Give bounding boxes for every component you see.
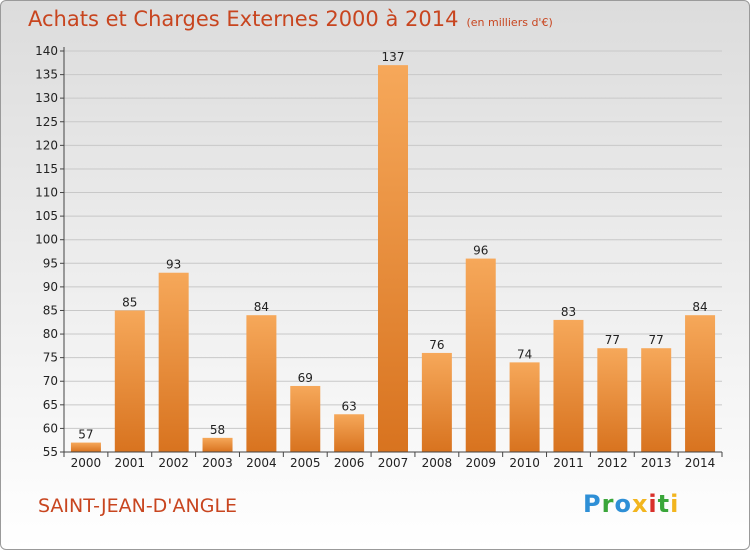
logo-letter: i (670, 490, 680, 518)
bar (641, 348, 672, 452)
y-tick-label: 100 (35, 233, 58, 247)
bar (685, 315, 716, 452)
y-tick-label: 70 (43, 374, 58, 388)
data-label: 77 (649, 333, 664, 347)
bar (202, 437, 233, 452)
data-label: 96 (473, 244, 488, 258)
x-tick-label: 2005 (290, 456, 321, 470)
data-label: 84 (254, 300, 269, 314)
logo-letter: r (601, 490, 615, 518)
logo-letter: x (631, 490, 649, 518)
x-tick-label: 2001 (115, 456, 146, 470)
data-label: 58 (210, 423, 225, 437)
data-label: 76 (429, 338, 444, 352)
x-tick-label: 2009 (465, 456, 496, 470)
chart-title: Achats et Charges Externes 2000 à 2014 (e… (28, 7, 553, 31)
x-tick-label: 2002 (158, 456, 189, 470)
chart-subtitle: (en milliers d'€) (466, 16, 553, 29)
y-tick-label: 125 (35, 115, 58, 129)
x-tick-label: 2003 (202, 456, 233, 470)
logo-letter: t (657, 490, 671, 518)
data-label: 83 (561, 305, 576, 319)
bar (334, 414, 365, 452)
y-tick-label: 95 (43, 256, 58, 270)
y-tick-label: 55 (43, 445, 58, 459)
bar (114, 310, 145, 452)
y-tick-label: 135 (35, 68, 58, 82)
x-tick-label: 2000 (71, 456, 102, 470)
logo-letter: o (614, 490, 632, 518)
data-label: 137 (382, 50, 405, 64)
bar (246, 315, 277, 452)
data-label: 93 (166, 258, 181, 272)
axes (60, 47, 723, 457)
y-tick-label: 75 (43, 351, 58, 365)
y-tick-label: 85 (43, 303, 58, 317)
data-label: 63 (341, 399, 356, 413)
logo-letter: P (583, 490, 602, 518)
chart-title-text: Achats et Charges Externes 2000 à 2014 (28, 7, 459, 31)
bars (70, 65, 716, 452)
y-tick-label: 140 (35, 44, 58, 58)
x-tick-label: 2010 (509, 456, 540, 470)
y-tick-label: 110 (35, 186, 58, 200)
bar (290, 385, 321, 452)
y-tick-label: 120 (35, 138, 58, 152)
proxiti-logo: Proxiti (583, 490, 679, 518)
x-tick-label: 2008 (422, 456, 453, 470)
data-label: 69 (298, 371, 313, 385)
bar (465, 258, 496, 452)
place-name: SAINT-JEAN-D'ANGLE (38, 495, 238, 517)
x-tick-label: 2014 (685, 456, 716, 470)
bar (421, 352, 452, 452)
y-tick-label: 65 (43, 398, 58, 412)
logo-letter: i (648, 490, 658, 518)
data-label: 74 (517, 347, 532, 361)
y-tick-label: 115 (35, 162, 58, 176)
y-tick-label: 60 (43, 421, 58, 435)
bar (70, 442, 101, 452)
data-label: 85 (122, 295, 137, 309)
x-tick-label: 2006 (334, 456, 365, 470)
x-tick-label: 2013 (641, 456, 672, 470)
data-label: 57 (78, 428, 93, 442)
y-tick-label: 130 (35, 91, 58, 105)
bar (158, 272, 189, 452)
x-tick-label: 2004 (246, 456, 277, 470)
bar (597, 348, 628, 452)
bar (378, 65, 408, 452)
y-tick-label: 80 (43, 327, 58, 341)
data-label: 84 (692, 300, 707, 314)
bar (553, 319, 584, 452)
bar (509, 362, 540, 452)
y-tick-label: 90 (43, 280, 58, 294)
labels: 55 60 65 70 75 80 85 90 95 100 105 110 115 120 125 130 1… (35, 44, 715, 470)
y-tick-label: 105 (35, 209, 58, 223)
x-tick-label: 2011 (553, 456, 584, 470)
x-tick-label: 2007 (378, 456, 409, 470)
x-tick-label: 2012 (597, 456, 628, 470)
data-label: 77 (605, 333, 620, 347)
